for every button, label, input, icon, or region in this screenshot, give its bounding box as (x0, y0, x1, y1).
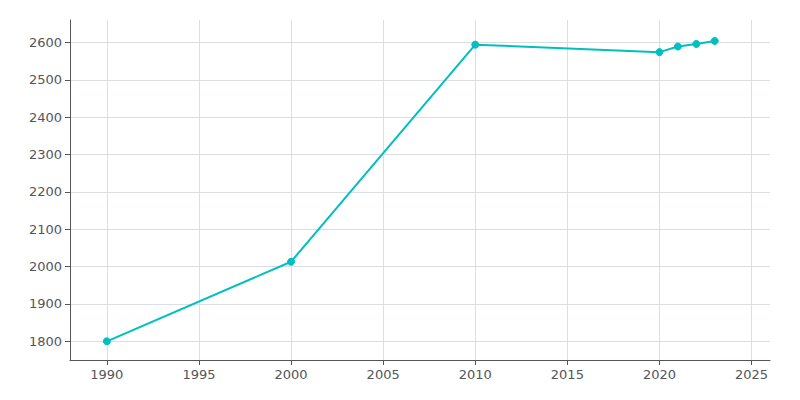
svg-text:2400: 2400 (29, 110, 62, 125)
svg-text:1900: 1900 (29, 296, 62, 311)
svg-text:2500: 2500 (29, 72, 62, 87)
svg-text:2100: 2100 (29, 222, 62, 237)
svg-text:2600: 2600 (29, 35, 62, 50)
svg-text:2300: 2300 (29, 147, 62, 162)
svg-text:2000: 2000 (275, 367, 308, 382)
svg-text:2020: 2020 (643, 367, 676, 382)
svg-text:1995: 1995 (182, 367, 215, 382)
svg-text:1800: 1800 (29, 334, 62, 349)
svg-text:2005: 2005 (367, 367, 400, 382)
svg-text:2015: 2015 (551, 367, 584, 382)
svg-text:1990: 1990 (90, 367, 123, 382)
svg-text:2000: 2000 (29, 259, 62, 274)
svg-text:2025: 2025 (735, 367, 768, 382)
svg-text:2200: 2200 (29, 184, 62, 199)
svg-text:2010: 2010 (459, 367, 492, 382)
